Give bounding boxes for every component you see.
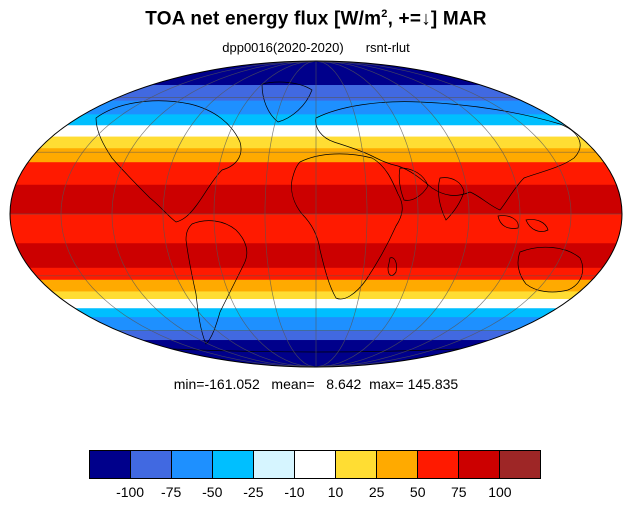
meridian-line xyxy=(213,61,317,367)
colorbar-label: -75 xyxy=(161,484,182,500)
meridian-line xyxy=(315,61,572,367)
colorbar-label: -10 xyxy=(284,484,305,500)
colorbar-segment xyxy=(254,451,295,478)
page-title: TOA net energy flux [W/m2, +=↓] MAR xyxy=(145,8,487,30)
colorbar-label: 10 xyxy=(327,484,344,500)
meridian-line xyxy=(315,61,368,367)
colorbar-segment xyxy=(172,451,213,478)
colorbar-segment xyxy=(459,451,500,478)
meridian-line xyxy=(264,61,317,367)
colorbar-label: 100 xyxy=(488,484,512,500)
colorbar-label: -50 xyxy=(202,484,223,500)
globe-outline xyxy=(9,60,623,368)
subtitle-variable: rsnt-rlut xyxy=(365,40,410,55)
colorbar-label: 50 xyxy=(409,484,426,500)
meridian-line xyxy=(315,61,521,367)
meridian-line xyxy=(315,61,419,367)
colorbar-segment xyxy=(500,451,540,478)
colorbar-label: 25 xyxy=(368,484,385,500)
stats-readout: min=-161.052 mean= 8.642 max= 145.835 xyxy=(173,376,459,392)
colorbar-labels: -100 -75 -50 -25 -10 10 25 50 75 100 xyxy=(89,484,541,502)
graticule xyxy=(10,61,622,367)
colorbar xyxy=(89,450,541,479)
meridian-line xyxy=(315,61,470,367)
colorbar-segment xyxy=(213,451,254,478)
meridian-line xyxy=(60,61,317,367)
meridian-line xyxy=(111,61,317,367)
colorbar-segment xyxy=(131,451,172,478)
colorbar-segment xyxy=(295,451,336,478)
colorbar-segment xyxy=(418,451,459,478)
subtitle: dpp0016(2020-2020) rsnt-rlut xyxy=(0,40,632,55)
colorbar-label: -100 xyxy=(116,484,145,500)
colorbar-label: 75 xyxy=(451,484,467,500)
meridian-line xyxy=(162,61,317,367)
colorbar-segment xyxy=(90,451,131,478)
map-field xyxy=(10,61,622,367)
colorbar-label: -25 xyxy=(243,484,264,500)
colorbar-segment xyxy=(377,451,418,478)
colorbar-segment xyxy=(336,451,377,478)
subtitle-experiment: dpp0016(2020-2020) xyxy=(222,40,344,55)
